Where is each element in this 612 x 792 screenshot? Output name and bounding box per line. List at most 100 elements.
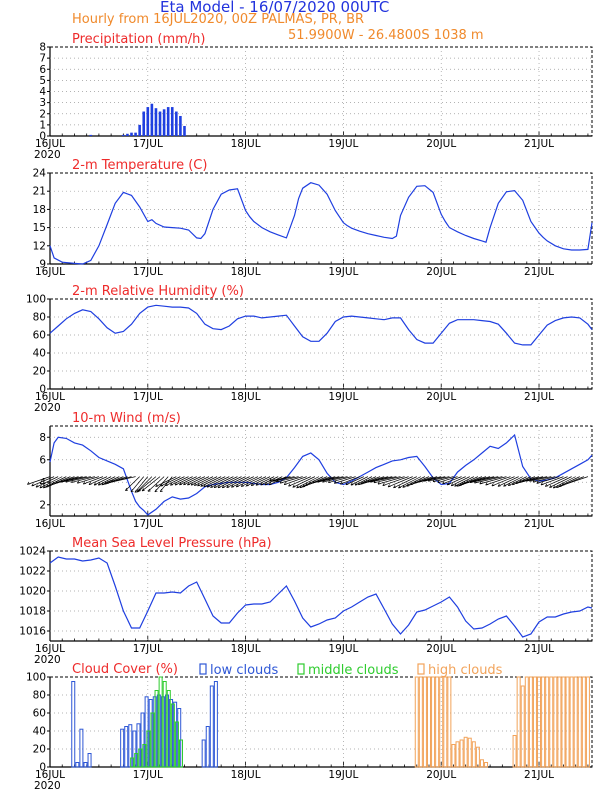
y-tick-label: 100 bbox=[26, 672, 46, 684]
wind-arrow-shaft bbox=[447, 476, 466, 486]
cloud-bar-low bbox=[120, 728, 125, 768]
wind-arrow-head bbox=[561, 482, 565, 486]
wind-arrow-head bbox=[76, 480, 80, 484]
wind-arrow-shaft bbox=[288, 476, 311, 487]
precip-bar bbox=[166, 107, 170, 136]
cloud-bar-low bbox=[209, 685, 214, 768]
panel-wind: 2 4 6 8 16JUL 17JUL 18JUL 19JUL 20JUL 21JUL 10-m W… bbox=[27, 411, 593, 530]
wind-arrow-head bbox=[159, 488, 163, 492]
y-tick-label: 9 bbox=[39, 259, 46, 271]
wind-arrow-head bbox=[296, 485, 300, 489]
wind-arrow-shaft bbox=[155, 476, 177, 487]
panel-mslp: 1016 1018 1020 1022 1024 16JUL 17JUL 18JUL 19JUL… bbox=[19, 536, 593, 666]
precip-bar bbox=[142, 111, 146, 136]
wind-arrow-shaft bbox=[60, 476, 87, 483]
wind-arrow-head bbox=[104, 481, 107, 485]
wind-arrow-shaft bbox=[170, 476, 189, 486]
wind-arrow-shaft bbox=[213, 476, 238, 489]
legend-swatch bbox=[417, 663, 425, 675]
wind-arrow-shaft bbox=[503, 476, 523, 487]
cloud-bar-high bbox=[561, 676, 566, 768]
wind-arrow-shaft bbox=[418, 476, 442, 483]
y-tick-label: 21 bbox=[33, 186, 46, 198]
x-tick-label: 18JUL bbox=[231, 518, 261, 530]
wind-arrow-shaft bbox=[203, 476, 226, 488]
wind-arrow-shaft bbox=[474, 476, 503, 484]
wind-arrow-head bbox=[45, 484, 49, 488]
x-tick-label: 20JUL bbox=[426, 643, 456, 655]
wind-arrow-head bbox=[406, 483, 410, 487]
x-tick-label: 18JUL bbox=[231, 266, 261, 278]
wind-arrow-shaft bbox=[246, 476, 267, 487]
wind-arrow-head bbox=[65, 479, 69, 483]
wind-arrow-shaft bbox=[540, 476, 564, 486]
panel-title-precip: Precipitation (mm/h) bbox=[72, 32, 205, 47]
wind-arrow-shaft bbox=[134, 476, 149, 493]
y-tick-label: 15 bbox=[33, 222, 46, 234]
plot-frame bbox=[49, 676, 593, 768]
wind-arrow-head bbox=[373, 480, 377, 484]
wind-arrow-head bbox=[160, 483, 164, 487]
wind-arrow-shaft bbox=[485, 476, 511, 486]
x-tick-label: 21JUL bbox=[524, 391, 554, 403]
wind-arrow-shaft bbox=[65, 476, 91, 483]
wind-arrow-shaft bbox=[174, 476, 193, 486]
y-tick-label: 1020 bbox=[19, 586, 46, 598]
x-tick-label: 19JUL bbox=[328, 769, 358, 781]
wind-arrow-head bbox=[42, 485, 46, 489]
cloud-bar-high bbox=[585, 676, 590, 768]
cloud-bar-middle bbox=[150, 712, 155, 768]
wind-arrow-head bbox=[552, 485, 556, 489]
cloud-bar-middle bbox=[179, 739, 184, 768]
wind-arrow-shaft bbox=[354, 476, 373, 486]
wind-arrow-shaft bbox=[77, 476, 100, 484]
wind-arrow-head bbox=[377, 481, 381, 485]
wind-arrow-head bbox=[138, 488, 141, 492]
cloud-bar-high bbox=[414, 676, 419, 768]
wind-arrow-head bbox=[556, 485, 559, 489]
y-tick-label: 40 bbox=[33, 348, 46, 360]
x-tick-label: 17JUL bbox=[133, 266, 163, 278]
wind-arrow-shaft bbox=[276, 476, 299, 483]
x-tick-label: 17JUL bbox=[133, 518, 163, 530]
precip-bar bbox=[150, 103, 154, 136]
wind-arrow-shaft bbox=[398, 476, 422, 489]
plot-frame bbox=[49, 46, 593, 137]
wind-arrow-head bbox=[437, 480, 441, 484]
wind-arrow-shaft bbox=[190, 476, 210, 486]
x-tick-label: 20JUL bbox=[426, 769, 456, 781]
wind-arrow-shaft bbox=[217, 476, 242, 489]
cloud-bar-high bbox=[577, 676, 582, 768]
x-tick-label: 21JUL bbox=[524, 518, 554, 530]
x-tick-label: 19JUL bbox=[328, 266, 358, 278]
temp-series-line bbox=[49, 182, 593, 265]
x-tick-label: 17JUL bbox=[133, 643, 163, 655]
panel-temp: 9 12 15 18 21 24 16JUL 17JUL 18JUL 19JUL 20JUL 21JU… bbox=[33, 158, 593, 278]
wind-arrow-head bbox=[288, 483, 292, 487]
wind-arrow-shaft bbox=[284, 476, 307, 485]
cloud-bar-high bbox=[459, 739, 464, 768]
cloud-bar-high bbox=[467, 737, 472, 768]
wind-arrow-head bbox=[497, 483, 501, 487]
cloud-bar-high bbox=[463, 736, 468, 768]
wind-arrow-head bbox=[213, 485, 217, 489]
cloud-bar-middle bbox=[130, 757, 135, 768]
y-tick-label: 18 bbox=[33, 204, 46, 216]
wind-arrow-head bbox=[469, 479, 473, 483]
wind-arrow-shaft bbox=[382, 476, 409, 486]
wind-arrow-shaft bbox=[236, 476, 258, 488]
wind-arrow-head bbox=[339, 481, 343, 485]
wind-arrow-head bbox=[187, 482, 190, 486]
wind-arrow-head bbox=[454, 483, 458, 487]
wind-arrow-head bbox=[183, 482, 187, 486]
wind-arrow-shaft bbox=[322, 476, 348, 483]
wind-arrow-head bbox=[423, 478, 427, 482]
wind-arrow-shaft bbox=[165, 476, 185, 486]
precip-bar bbox=[170, 107, 174, 136]
wind-arrow-shaft bbox=[491, 476, 515, 487]
x-tick-label: 17JUL bbox=[133, 391, 163, 403]
wind-arrow-head bbox=[269, 478, 273, 482]
wind-arrow-shaft bbox=[197, 476, 218, 487]
wind-arrow-head bbox=[292, 484, 296, 488]
